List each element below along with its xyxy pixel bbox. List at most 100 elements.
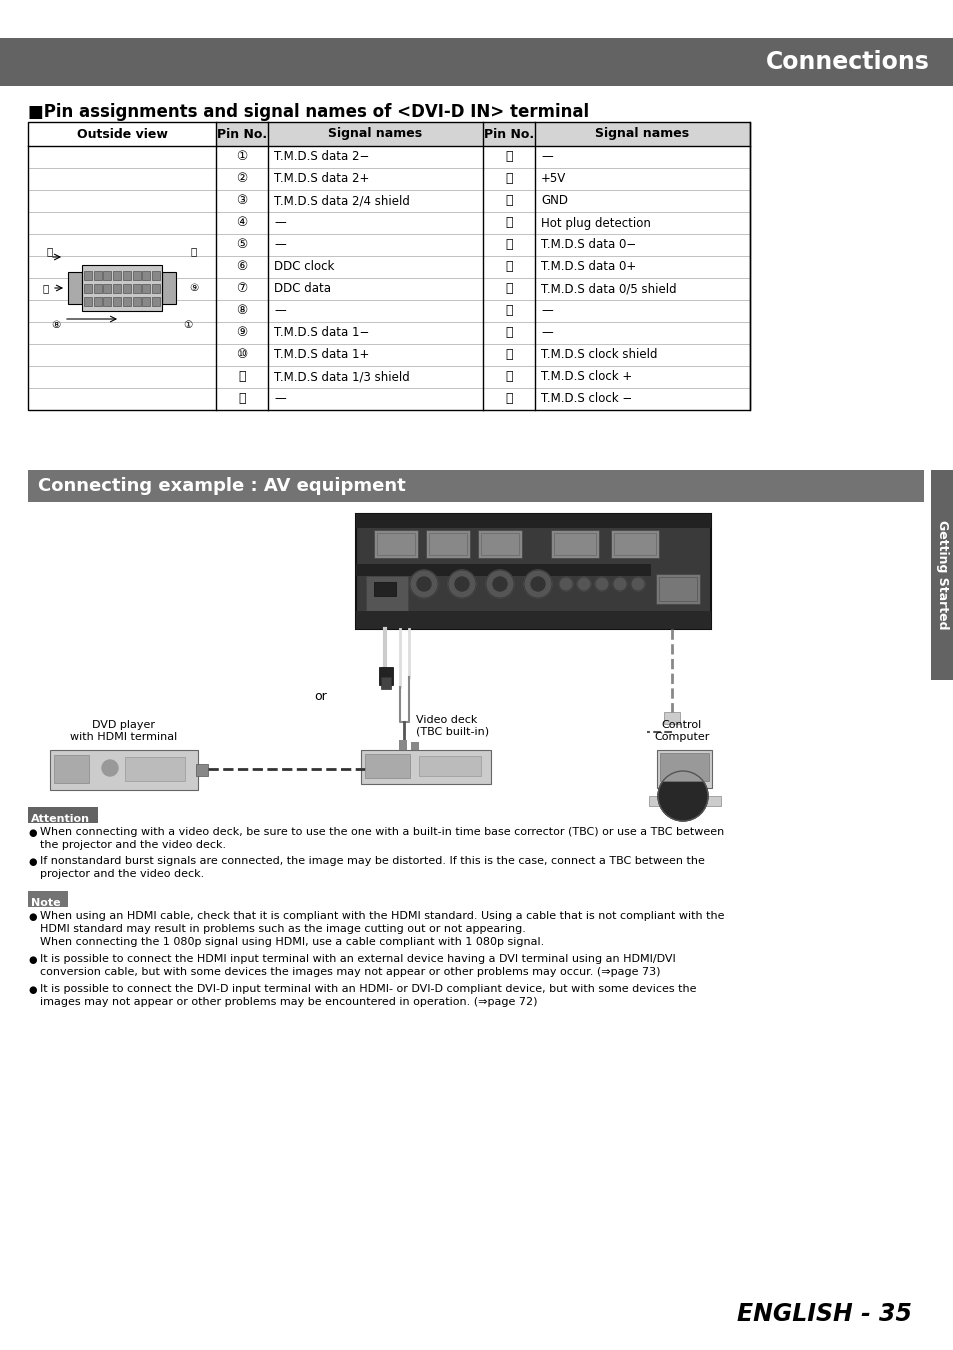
Bar (113, 284, 121, 293)
Bar (374, 531, 417, 558)
Bar (93, 297, 101, 306)
Circle shape (630, 576, 644, 591)
Text: T.M.D.S clock +: T.M.D.S clock + (540, 370, 632, 383)
Bar (28, 470, 923, 502)
Bar (355, 564, 650, 576)
Text: If nonstandard burst signals are connected, the image may be distorted. If this : If nonstandard burst signals are connect… (40, 856, 704, 865)
Text: ⑳: ⑳ (505, 305, 512, 317)
Bar (477, 531, 521, 558)
Bar (374, 582, 395, 595)
Bar (614, 533, 656, 555)
Bar (132, 284, 140, 293)
Text: ⑰: ⑰ (505, 239, 512, 251)
Bar (663, 711, 679, 724)
Bar (103, 284, 112, 293)
Circle shape (658, 771, 707, 821)
Bar (648, 796, 720, 806)
Text: ⑯: ⑯ (505, 216, 512, 230)
Text: ⑰: ⑰ (191, 246, 197, 256)
Circle shape (523, 570, 552, 598)
Text: ㉒: ㉒ (505, 348, 512, 362)
Text: —: — (274, 305, 286, 317)
Text: ⑦: ⑦ (236, 282, 248, 296)
Text: T.M.D.S data 0+: T.M.D.S data 0+ (540, 261, 636, 274)
Text: ⑥: ⑥ (236, 261, 248, 274)
Text: T.M.D.S data 1/3 shield: T.M.D.S data 1/3 shield (274, 370, 410, 383)
Text: —: — (540, 305, 552, 317)
Bar (656, 574, 700, 603)
Bar (411, 743, 418, 751)
Text: ㉔: ㉔ (47, 246, 53, 256)
Text: or: or (314, 690, 327, 703)
Text: DVD player
with HDMI terminal: DVD player with HDMI terminal (71, 720, 177, 741)
Text: —: — (274, 216, 286, 230)
Bar (162, 271, 175, 304)
Text: ●: ● (28, 857, 36, 867)
Circle shape (531, 576, 544, 591)
Text: ⑤: ⑤ (236, 239, 248, 251)
Text: Attention: Attention (30, 814, 90, 824)
Text: Video deck
(TBC built-in): Video deck (TBC built-in) (416, 716, 489, 737)
Circle shape (613, 576, 626, 591)
Circle shape (493, 576, 506, 591)
Text: ⑱: ⑱ (505, 261, 512, 274)
Text: T.M.D.S data 1+: T.M.D.S data 1+ (274, 348, 369, 362)
Text: Outside view: Outside view (76, 127, 168, 140)
Bar (355, 514, 710, 629)
Bar (152, 271, 160, 279)
Text: When connecting with a video deck, be sure to use the one with a built-in time b: When connecting with a video deck, be su… (40, 828, 723, 837)
Bar (376, 533, 415, 555)
Text: ㉑: ㉑ (505, 327, 512, 339)
Circle shape (558, 576, 573, 591)
Bar (28, 807, 98, 824)
Bar (93, 271, 101, 279)
Bar (142, 271, 151, 279)
Bar (366, 576, 408, 612)
Bar (142, 284, 151, 293)
Text: T.M.D.S data 2/4 shield: T.M.D.S data 2/4 shield (274, 194, 410, 208)
Bar (103, 271, 112, 279)
Text: images may not appear or other problems may be encountered in operation. (⇒page : images may not appear or other problems … (40, 998, 537, 1007)
Text: ■Pin assignments and signal names of <DVI-D IN> terminal: ■Pin assignments and signal names of <DV… (28, 103, 589, 122)
Text: T.M.D.S data 2−: T.M.D.S data 2− (274, 150, 369, 163)
Bar (152, 284, 160, 293)
Bar (398, 740, 407, 751)
Bar (82, 265, 162, 310)
Text: ①: ① (236, 150, 248, 163)
Bar (125, 757, 185, 782)
Text: —: — (274, 393, 286, 405)
Bar (551, 531, 598, 558)
Text: ⑯: ⑯ (43, 284, 49, 293)
Text: —: — (540, 327, 552, 339)
Circle shape (416, 576, 431, 591)
Bar (84, 297, 91, 306)
Bar (54, 755, 89, 783)
Bar (152, 297, 160, 306)
Bar (659, 753, 708, 782)
Bar (103, 297, 112, 306)
Text: Pin No.: Pin No. (216, 127, 267, 140)
Bar (480, 533, 518, 555)
Text: It is possible to connect the DVI-D input terminal with an HDMI- or DVI-D compli: It is possible to connect the DVI-D inpu… (40, 984, 696, 994)
Bar (195, 764, 208, 776)
Circle shape (448, 570, 476, 598)
Text: ⑪: ⑪ (238, 370, 246, 383)
Bar (675, 788, 692, 796)
Text: T.M.D.S data 0−: T.M.D.S data 0− (540, 239, 636, 251)
Text: ⑨: ⑨ (236, 327, 248, 339)
Bar (28, 122, 749, 410)
Text: When connecting the 1 080p signal using HDMI, use a cable compliant with 1 080p : When connecting the 1 080p signal using … (40, 937, 543, 946)
Text: DDC clock: DDC clock (274, 261, 334, 274)
Text: ●: ● (28, 828, 36, 838)
Bar (84, 271, 91, 279)
Text: projector and the video deck.: projector and the video deck. (40, 869, 204, 879)
Bar (657, 751, 711, 788)
Circle shape (410, 570, 437, 598)
Text: GND: GND (540, 194, 567, 208)
Text: conversion cable, but with some devices the images may not appear or other probl: conversion cable, but with some devices … (40, 967, 659, 977)
Bar (215, 122, 749, 146)
Bar (0, 38, 953, 86)
Text: ①: ① (183, 320, 193, 329)
Text: ●: ● (28, 986, 36, 995)
Bar (123, 297, 131, 306)
